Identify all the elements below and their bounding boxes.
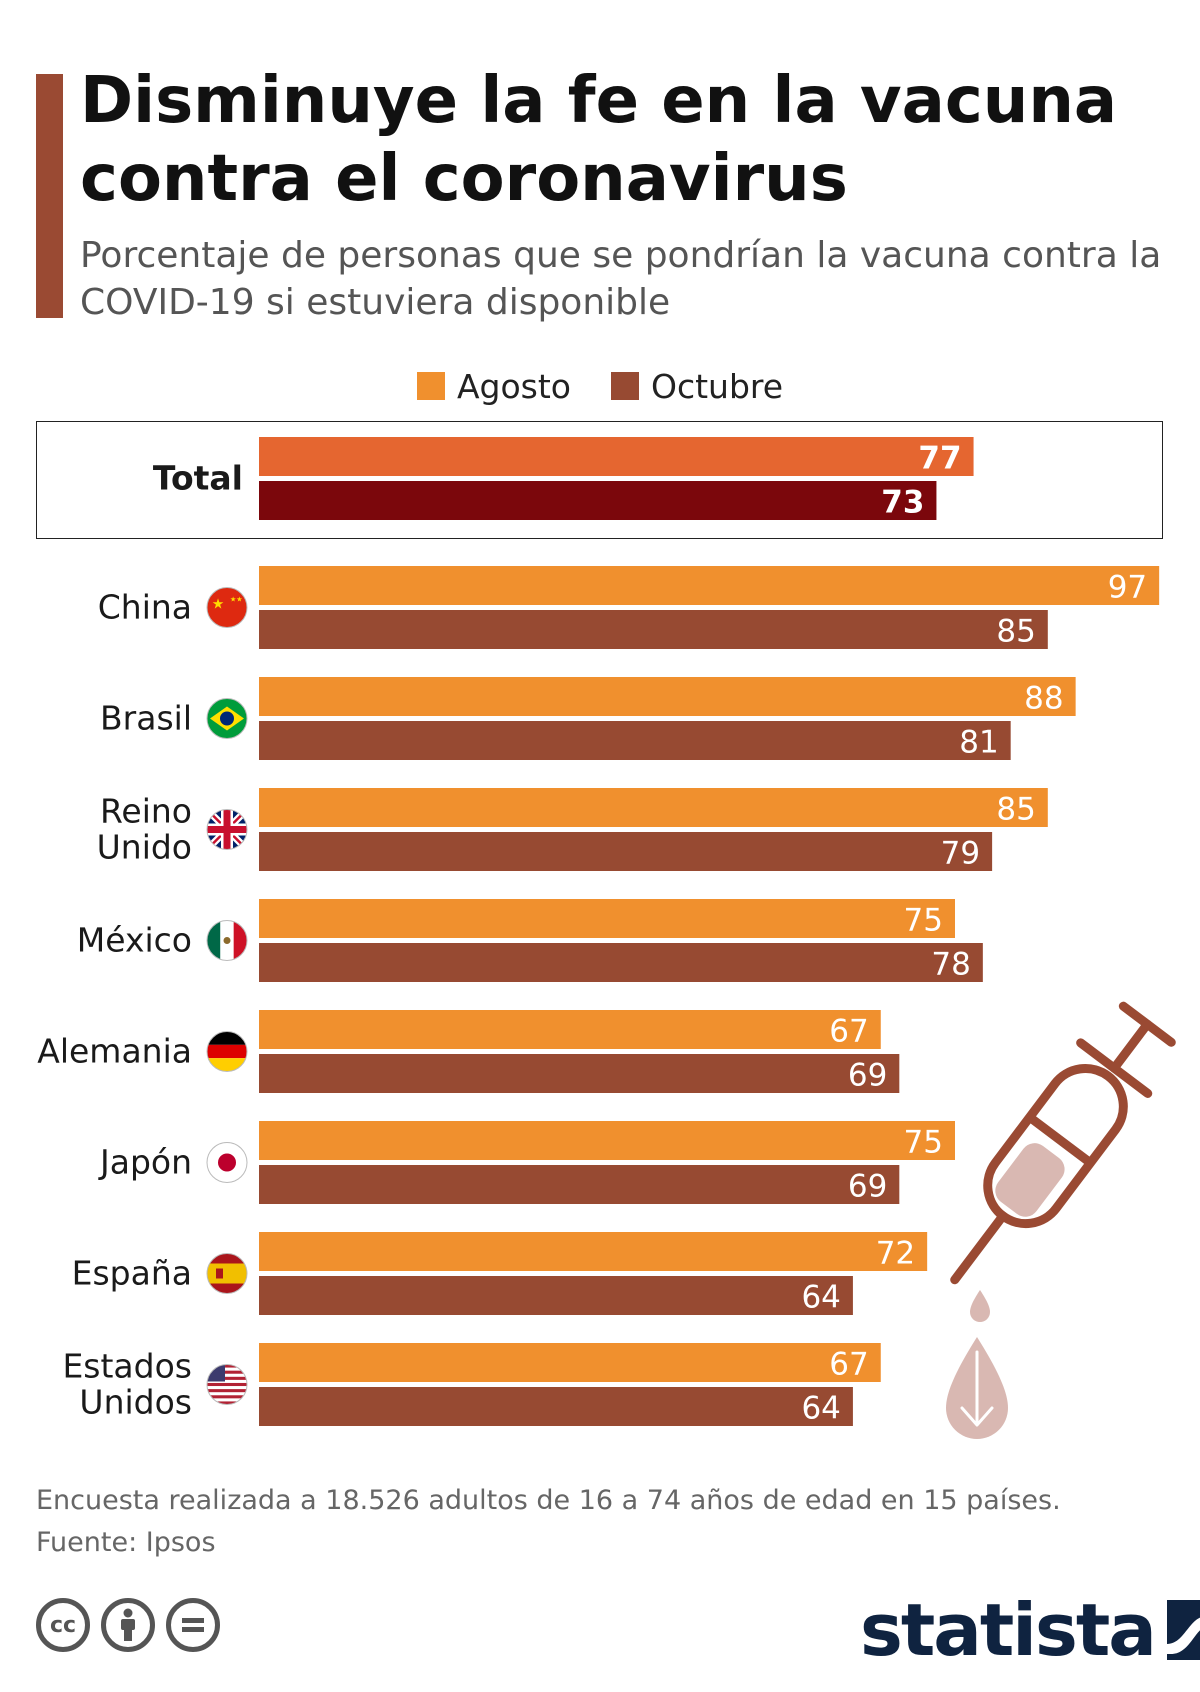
value-label-agosto-6: 75	[904, 1125, 943, 1161]
page-title: Disminuye la fe en la vacuna contra el c…	[80, 64, 1118, 216]
bar-octubre-2	[259, 721, 1011, 760]
bar-agosto-3	[259, 788, 1048, 827]
value-label-octubre-5: 69	[848, 1058, 887, 1094]
bar-octubre-8	[259, 1387, 853, 1426]
category-label-2-0: Brasil	[100, 699, 192, 738]
category-label-1-0: China	[98, 588, 192, 627]
value-label-agosto-7: 72	[876, 1236, 915, 1272]
bar-octubre-1	[259, 610, 1048, 649]
source-note: Fuente: Ipsos	[36, 1527, 216, 1558]
bar-octubre-5	[259, 1054, 900, 1093]
category-label-3-1: Unido	[97, 828, 192, 867]
legend: Agosto Octubre	[0, 364, 1200, 408]
bar-octubre-6	[259, 1165, 900, 1204]
bar-octubre-0	[259, 481, 937, 520]
value-label-agosto-5: 67	[829, 1014, 868, 1050]
page-subtitle: Porcentaje de personas que se pondrían l…	[80, 235, 1162, 323]
bar-agosto-5	[259, 1010, 881, 1049]
bar-octubre-3	[259, 832, 993, 871]
license-icons: cc	[36, 1598, 220, 1652]
uk-flag-icon	[206, 809, 248, 850]
attribution-icon[interactable]	[101, 1598, 155, 1652]
value-label-octubre-1: 85	[996, 614, 1035, 650]
footnote: Encuesta realizada a 18.526 adultos de 1…	[36, 1480, 1061, 1564]
value-label-agosto-8: 67	[829, 1347, 868, 1383]
statista-logo[interactable]: statista	[860, 1588, 1200, 1672]
no-derivatives-icon[interactable]	[166, 1598, 220, 1652]
legend-swatch-agosto	[416, 372, 445, 400]
legend-label-agosto: Agosto	[456, 366, 571, 406]
title-accent-bar	[36, 74, 63, 318]
survey-note: Encuesta realizada a 18.526 adultos de 1…	[36, 1485, 1061, 1516]
japan-flag-icon	[206, 1142, 248, 1183]
legend-item-octubre: Octubre	[610, 366, 784, 406]
value-label-agosto-3: 85	[996, 792, 1035, 828]
category-label-7-0: España	[72, 1254, 192, 1293]
svg-text:★★: ★★	[230, 596, 243, 604]
category-label-3-0: Reino	[100, 792, 192, 831]
bar-octubre-7	[259, 1276, 853, 1315]
legend-item-agosto: Agosto	[416, 366, 571, 406]
syringe-icon	[950, 1001, 1176, 1285]
bar-agosto-1	[259, 566, 1160, 605]
value-label-agosto-4: 75	[904, 903, 943, 939]
bar-agosto-7	[259, 1232, 928, 1271]
china-flag-icon: ★ ★★	[206, 587, 248, 628]
bar-agosto-6	[259, 1121, 955, 1160]
value-label-octubre-0: 73	[881, 485, 924, 521]
category-label-6-0: Japón	[98, 1143, 192, 1182]
bar-agosto-0	[259, 437, 974, 476]
spain-flag-icon	[206, 1253, 248, 1294]
total-highlight-box	[36, 421, 1163, 539]
bar-octubre-4	[259, 943, 983, 982]
svg-text:★: ★	[212, 597, 225, 613]
value-label-octubre-2: 81	[959, 725, 998, 761]
value-label-octubre-7: 64	[801, 1280, 840, 1316]
drop-down-arrow-icon	[946, 1337, 1008, 1439]
value-label-octubre-4: 78	[931, 947, 970, 983]
bar-agosto-2	[259, 677, 1076, 716]
value-label-agosto-1: 97	[1108, 570, 1147, 606]
value-label-agosto-2: 88	[1024, 681, 1063, 717]
category-label-0-0: Total	[153, 459, 243, 498]
category-label-4-0: México	[77, 921, 192, 960]
brazil-flag-icon	[206, 698, 248, 739]
usa-flag-icon	[206, 1364, 248, 1405]
value-label-octubre-3: 79	[941, 836, 980, 872]
bar-agosto-4	[259, 899, 955, 938]
mexico-flag-icon	[206, 920, 248, 961]
category-label-8-1: Unidos	[79, 1383, 192, 1422]
category-label-5-0: Alemania	[37, 1032, 192, 1071]
category-label-8-0: Estados	[62, 1347, 192, 1386]
statista-mark-icon	[1166, 1600, 1200, 1660]
bar-agosto-8	[259, 1343, 881, 1382]
germany-flag-icon	[206, 1031, 248, 1072]
cc-icon[interactable]: cc	[36, 1598, 90, 1652]
value-label-octubre-8: 64	[801, 1391, 840, 1427]
legend-swatch-octubre	[610, 372, 639, 400]
value-label-octubre-6: 69	[848, 1169, 887, 1205]
value-label-agosto-0: 77	[918, 441, 961, 477]
legend-label-octubre: Octubre	[650, 366, 784, 406]
brand-name: statista	[860, 1588, 1157, 1672]
small-drop-icon	[970, 1290, 990, 1322]
